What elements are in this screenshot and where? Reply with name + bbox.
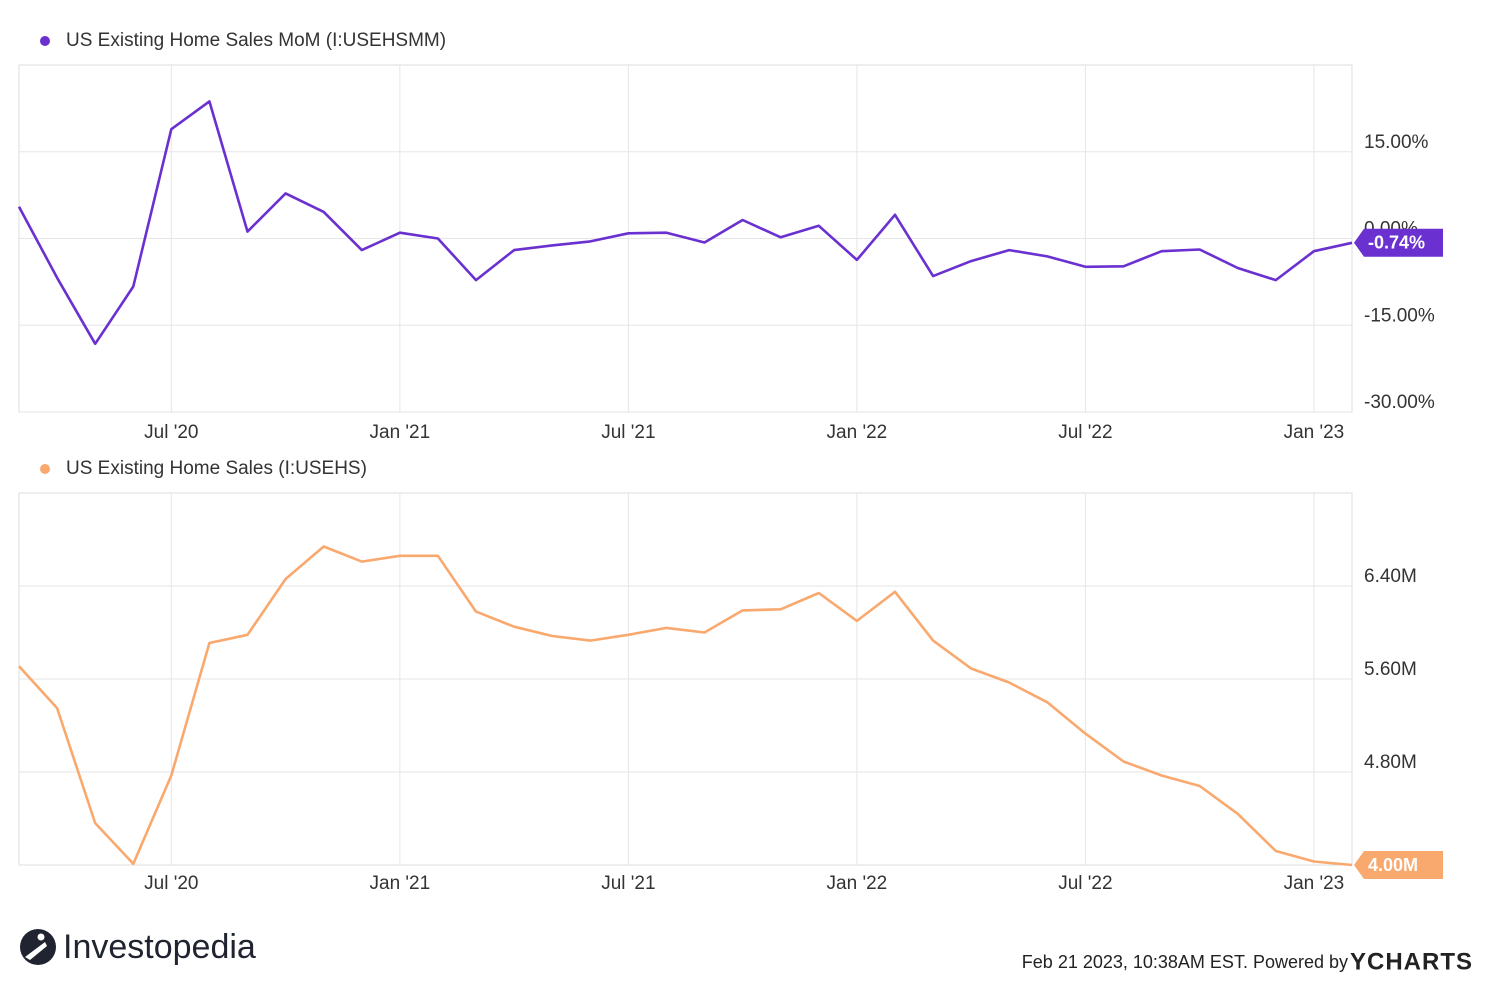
y-tick-label: 6.40M <box>1364 566 1417 587</box>
data-line <box>18 545 1353 867</box>
legend-label: US Existing Home Sales (I:USEHS) <box>66 458 367 479</box>
legend-marker <box>40 36 50 46</box>
value-badge <box>1354 851 1443 879</box>
logo-dot <box>37 933 45 941</box>
timestamp: Feb 21 2023, 10:38AM EST. Powered by <box>1022 952 1348 972</box>
y-tick-label: 4.80M <box>1364 752 1417 773</box>
value-badge <box>1354 228 1443 257</box>
data-line <box>17 100 1353 346</box>
x-tick-label: Jan '21 <box>370 873 431 894</box>
x-tick-label: Jul '20 <box>144 422 198 443</box>
y-tick-label: -15.00% <box>1364 305 1435 326</box>
x-tick-label: Jul '20 <box>144 873 198 894</box>
y-tick-label: 5.60M <box>1364 659 1417 680</box>
x-tick-label: Jan '23 <box>1284 873 1345 894</box>
logo-icon <box>20 929 56 965</box>
x-tick-label: Jan '21 <box>370 422 431 443</box>
x-tick-label: Jan '22 <box>827 422 888 443</box>
logo-stroke <box>25 942 47 960</box>
brand: Investopedia <box>63 928 256 966</box>
y-tick-label: 15.00% <box>1364 132 1429 153</box>
x-tick-label: Jul '21 <box>601 422 655 443</box>
x-tick-label: Jul '22 <box>1058 873 1112 894</box>
value-label: -0.74% <box>1368 233 1425 253</box>
value-label: 4.00M <box>1368 855 1418 875</box>
legend-marker <box>40 464 50 474</box>
x-tick-label: Jul '21 <box>601 873 655 894</box>
legend-label: US Existing Home Sales MoM (I:USEHSMM) <box>66 30 446 51</box>
x-tick-label: Jul '22 <box>1058 422 1112 443</box>
provider: YCHARTS <box>1350 948 1473 975</box>
brand-logo: Investopedia <box>20 928 256 966</box>
x-tick-label: Jan '22 <box>827 873 888 894</box>
y-tick-label: -30.00% <box>1364 392 1435 413</box>
x-tick-label: Jan '23 <box>1284 422 1345 443</box>
